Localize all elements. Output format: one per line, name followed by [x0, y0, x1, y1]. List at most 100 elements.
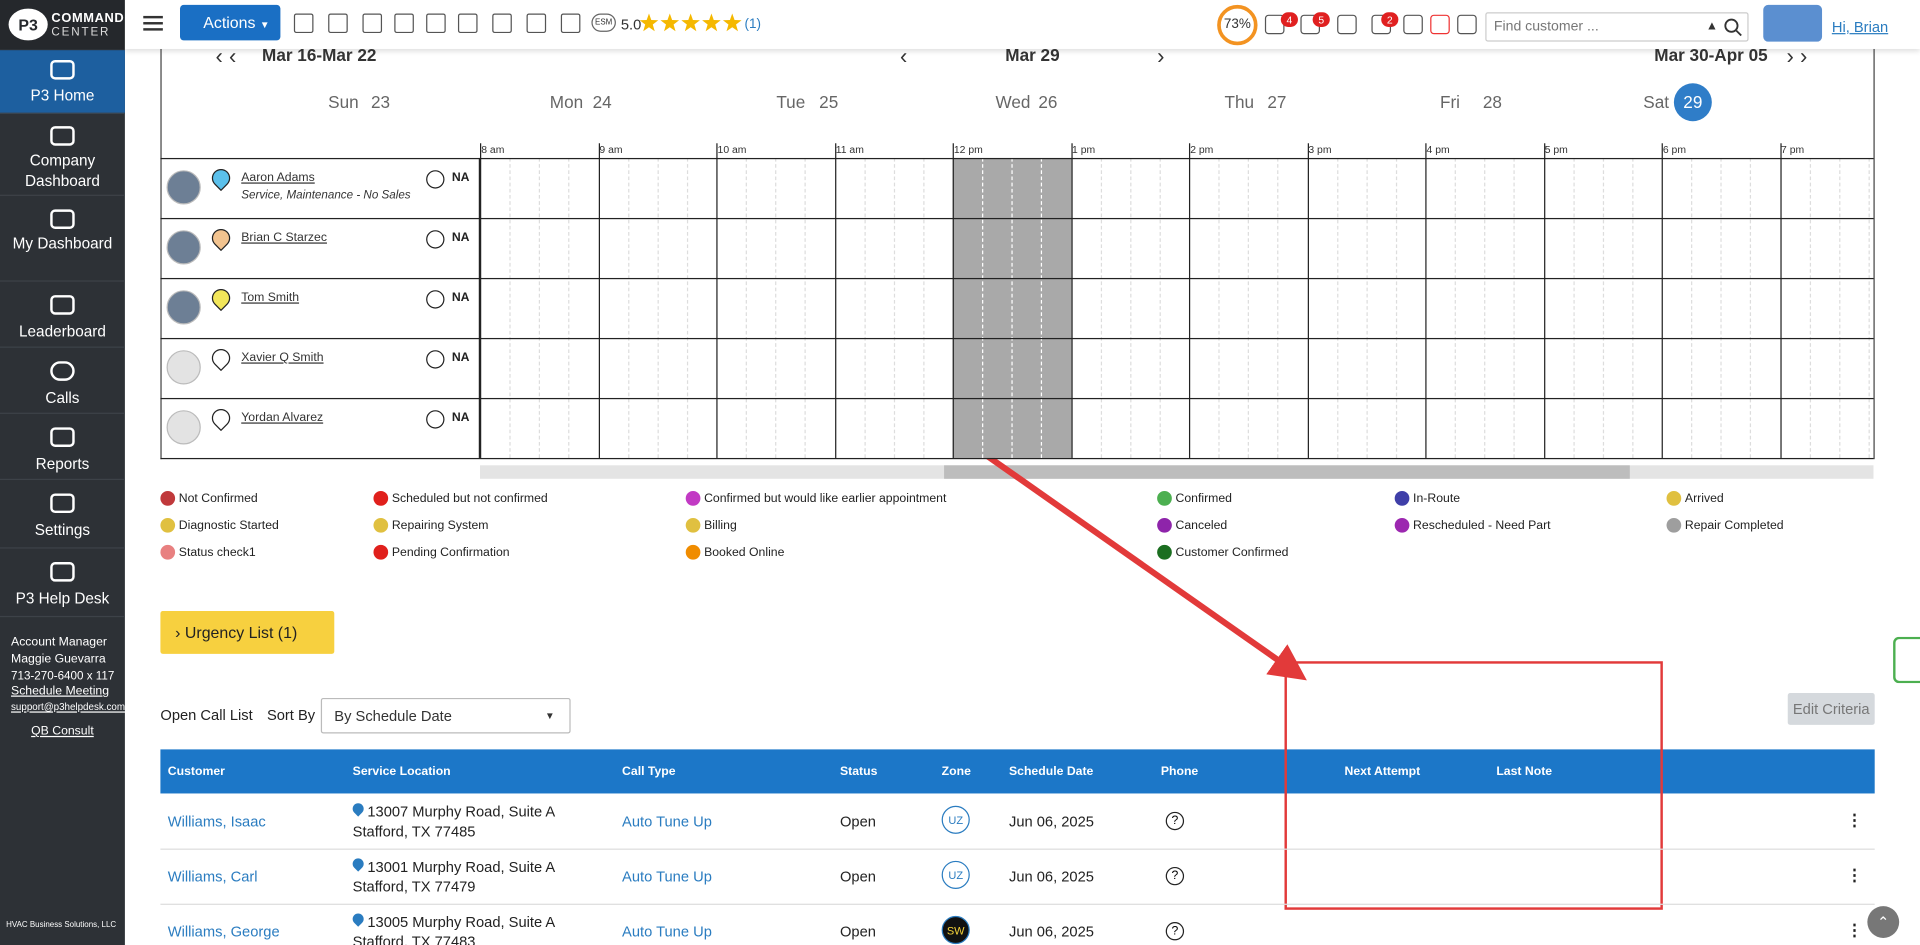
day-name[interactable]: Sun [328, 91, 359, 112]
current-date: Mar 29 [1005, 45, 1060, 65]
clock-icon [426, 230, 445, 249]
row-menu[interactable]: ⋮ [1846, 920, 1863, 940]
tech-name[interactable]: Brian C Starzec [241, 231, 327, 245]
scrollbar-thumb[interactable] [944, 465, 1630, 479]
date-nav[interactable]: ‹ [900, 44, 908, 69]
footer-text: HVAC Business Solutions, LLC [6, 920, 117, 930]
toolbar-icon[interactable] [362, 13, 383, 34]
nav-item[interactable]: P3 Home [0, 50, 125, 114]
schedule-date: Jun 06, 2025 [1008, 868, 1094, 886]
quarter-line [686, 157, 689, 458]
hour-line [1070, 143, 1073, 458]
day-number[interactable]: 25 [819, 91, 839, 112]
date-nav[interactable]: › [1157, 44, 1165, 69]
nav-item[interactable]: Company Dashboard [0, 118, 125, 196]
toolbar-icon[interactable] [560, 13, 581, 34]
edit-criteria-button[interactable]: Edit Criteria [1787, 693, 1875, 725]
day-name[interactable]: Fri [1440, 91, 1460, 112]
svg-text:P3: P3 [18, 18, 38, 35]
urgency-button[interactable]: › Urgency List (1) [160, 611, 335, 654]
toolbar-icon[interactable] [293, 13, 314, 34]
customer-link[interactable]: Williams, Carl [167, 868, 258, 886]
tech-name[interactable]: Tom Smith [241, 291, 300, 305]
day-number[interactable]: 24 [592, 91, 612, 112]
phone-icon[interactable]: ? [1165, 922, 1185, 941]
toolbar-icon[interactable] [492, 13, 512, 34]
nav-label: My Dashboard [12, 235, 113, 253]
call-type-link[interactable]: Auto Tune Up [622, 868, 712, 886]
week-nav[interactable]: › › [1786, 44, 1808, 69]
account-text[interactable]: Schedule Meeting [11, 684, 110, 698]
search-box[interactable]: Find customer ... ▲ [1485, 12, 1749, 42]
scroll-top[interactable]: ⌃ [1867, 906, 1900, 938]
toolbar-icon[interactable] [426, 13, 446, 34]
actions-label: Actions [203, 13, 256, 32]
progress-ring[interactable]: 73% [1217, 4, 1258, 46]
hour-label: 1 pm [1072, 143, 1096, 156]
row-menu[interactable]: ⋮ [1846, 865, 1863, 885]
day-number[interactable]: 23 [371, 91, 391, 112]
tech-status: NA [451, 231, 470, 245]
toolbar-icon[interactable] [457, 13, 478, 34]
toolbar-icon[interactable] [328, 13, 348, 34]
menu-icon[interactable] [143, 15, 163, 19]
toolbar-icon[interactable] [1430, 14, 1450, 35]
customer-link[interactable]: Williams, Isaac [167, 813, 266, 831]
call-type-link[interactable]: Auto Tune Up [622, 923, 712, 941]
schedule-date: Jun 06, 2025 [1008, 923, 1094, 941]
account-text[interactable]: support@p3helpdesk.com [11, 701, 125, 713]
day-name[interactable]: Sat [1643, 91, 1669, 112]
tech-name[interactable]: Yordan Alvarez [241, 411, 324, 425]
hour-line [1661, 143, 1663, 458]
sort-select[interactable]: By Schedule Date ▼ [320, 697, 571, 734]
nav-item[interactable]: Calls [0, 353, 125, 414]
nav-item[interactable]: P3 Help Desk [0, 553, 125, 618]
tech-name[interactable]: Xavier Q Smith [241, 351, 324, 365]
avatar [166, 350, 201, 385]
day-name[interactable]: Wed [995, 91, 1031, 112]
logo-area: P3 COMMAND CENTER [0, 0, 125, 49]
legend-label: Confirmed [1175, 492, 1233, 506]
toolbar-icon[interactable] [1403, 14, 1423, 35]
row-line [160, 457, 1874, 460]
day-name[interactable]: Mon [549, 91, 584, 112]
row-menu[interactable]: ⋮ [1846, 810, 1863, 829]
table-header [160, 749, 1875, 794]
legend-dot [1157, 544, 1172, 560]
account-text: 713-270-6400 x 117 [11, 669, 115, 684]
day-number[interactable]: 27 [1267, 91, 1287, 112]
nav-label: Company Dashboard [25, 151, 100, 190]
esm-badge[interactable]: ESM [591, 13, 616, 32]
account-text[interactable]: QB Consult [31, 724, 94, 739]
tech-status: NA [451, 171, 470, 185]
user-greeting[interactable]: Hi, Brian [1831, 18, 1889, 36]
customer-link[interactable]: Williams, George [167, 923, 280, 941]
row-line [160, 337, 1874, 340]
row-line [160, 157, 1874, 160]
nav-item[interactable]: Settings [0, 485, 125, 549]
phone-icon[interactable]: ? [1165, 811, 1185, 831]
toolbar-icon[interactable] [1337, 14, 1357, 35]
toolbar-icon[interactable] [394, 13, 414, 34]
logo-icon: P3 [8, 8, 48, 41]
toolbar-icon[interactable] [1457, 14, 1477, 35]
tech-name[interactable]: Aaron Adams [241, 171, 315, 185]
avatar [166, 290, 201, 325]
actions-button[interactable]: Actions ▼ [180, 4, 281, 41]
nav-item[interactable]: Leaderboard [0, 287, 125, 348]
day-number[interactable]: 29 [1673, 83, 1712, 122]
day-number[interactable]: 26 [1038, 91, 1058, 112]
week-nav[interactable]: ‹ ‹ [215, 44, 237, 69]
day-name[interactable]: Tue [776, 91, 806, 112]
review-count[interactable]: (1) [744, 17, 761, 32]
call-type-link[interactable]: Auto Tune Up [622, 813, 712, 831]
phone-icon[interactable]: ? [1165, 866, 1185, 886]
day-name[interactable]: Thu [1224, 91, 1255, 112]
day-number[interactable]: 28 [1482, 91, 1502, 112]
row-border [160, 848, 1875, 850]
nav-item[interactable]: My Dashboard [0, 201, 125, 282]
row-line [160, 397, 1874, 400]
toolbar-icon[interactable] [526, 13, 547, 34]
side-widget[interactable] [1893, 636, 1920, 684]
nav-item[interactable]: Reports [0, 419, 125, 481]
